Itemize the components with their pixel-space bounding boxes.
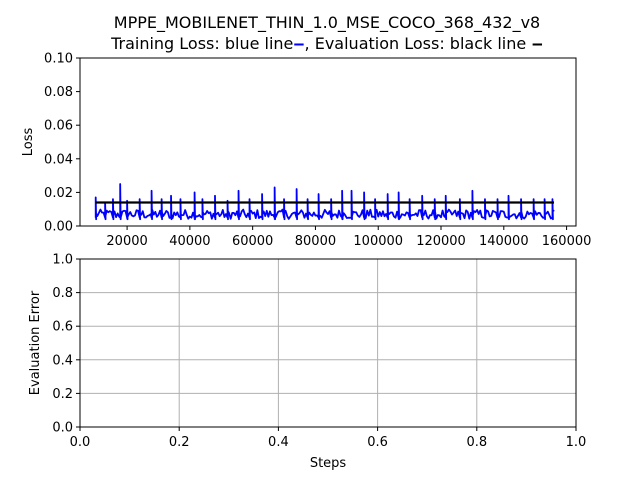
- y-tick-label: 0.04: [44, 152, 73, 167]
- y-tick-label: 0.6: [52, 320, 73, 335]
- y-tick-label: 0.00: [44, 220, 73, 235]
- y-tick-label: 0.10: [44, 52, 73, 67]
- x-tick-label: 120000: [416, 234, 466, 249]
- evaluation-ylabel: Evaluation Error: [28, 290, 43, 395]
- y-tick-label: 0.8: [52, 286, 73, 301]
- subtitle-training: Training Loss: blue line: [110, 34, 293, 53]
- evaluation-grid: [79, 258, 577, 428]
- x-tick-label: 160000: [542, 234, 592, 249]
- loss-plot-frame: [79, 57, 577, 227]
- x-tick-label: 60000: [232, 234, 273, 249]
- x-tick-label: 140000: [479, 234, 529, 249]
- loss-plot: 20000 40000 60000 80000 100000 120000 140000 16…: [21, 52, 591, 250]
- y-tick-label: 0.06: [44, 119, 73, 134]
- x-tick-label: 40000: [169, 234, 210, 249]
- x-tick-label: 0.0: [70, 435, 91, 450]
- chart-title: MPPE_MOBILENET_THIN_1.0_MSE_COCO_368_432…: [114, 13, 540, 33]
- subtitle-evaluation: , Evaluation Loss: black line: [305, 34, 527, 53]
- x-tick-label: 1.0: [566, 435, 587, 450]
- y-tick-label: 1.0: [52, 253, 73, 268]
- y-tick-label: 0.2: [52, 387, 73, 402]
- evaluation-plot-frame: [79, 258, 577, 428]
- x-tick-label: 0.2: [169, 435, 190, 450]
- evaluation-error-plot: 0.0 0.2 0.4 0.6 0.8 1.0 0.0 0.2 0.4 0.6 0.8 1.0 Eva…: [28, 253, 586, 472]
- steps-xlabel: Steps: [310, 456, 347, 471]
- evaluation-plot-ticks: 0.0 0.2 0.4 0.6 0.8 1.0 0.0 0.2 0.4 0.6 0.8 1.0: [52, 253, 586, 451]
- y-tick-label: 0.02: [44, 186, 73, 201]
- y-tick-label: 0.08: [44, 85, 73, 100]
- loss-plot-lines: [94, 183, 555, 221]
- training-loss-line: [94, 183, 555, 221]
- y-tick-label: 0.4: [52, 353, 73, 368]
- black-legend-dash-icon: ‒: [526, 34, 543, 53]
- x-tick-label: 20000: [106, 234, 147, 249]
- x-tick-label: 0.8: [466, 435, 487, 450]
- x-tick-label: 0.4: [268, 435, 289, 450]
- y-tick-label: 0.0: [52, 421, 73, 436]
- chart-subtitle: Training Loss: blue line‒, Evaluation Lo…: [110, 34, 543, 53]
- x-tick-label: 0.6: [367, 435, 388, 450]
- loss-ylabel: Loss: [21, 128, 36, 157]
- blue-legend-dash-icon: ‒: [293, 34, 304, 53]
- x-tick-label: 100000: [353, 234, 403, 249]
- loss-plot-ticks: 20000 40000 60000 80000 100000 120000 140000 16…: [44, 52, 591, 250]
- x-tick-label: 80000: [295, 234, 336, 249]
